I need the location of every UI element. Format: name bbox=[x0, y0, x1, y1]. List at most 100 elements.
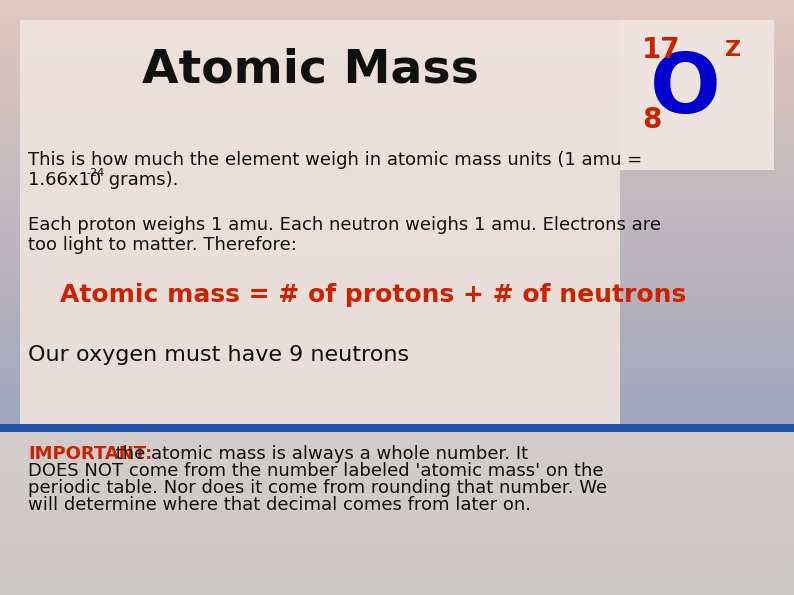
Bar bbox=[0, 178, 794, 187]
Bar bbox=[0, 380, 794, 388]
Bar bbox=[0, 521, 794, 529]
Bar bbox=[0, 67, 794, 76]
Bar bbox=[0, 357, 794, 365]
FancyBboxPatch shape bbox=[20, 20, 620, 425]
Bar bbox=[0, 0, 794, 8]
Bar bbox=[0, 164, 794, 172]
Bar bbox=[0, 60, 794, 68]
Bar bbox=[0, 409, 794, 418]
Bar bbox=[0, 453, 794, 462]
Bar bbox=[0, 149, 794, 157]
Text: This is how much the element weigh in atomic mass units (1 amu =: This is how much the element weigh in at… bbox=[28, 151, 642, 169]
Bar bbox=[0, 305, 794, 314]
Bar bbox=[0, 342, 794, 350]
Bar bbox=[0, 290, 794, 299]
Bar bbox=[0, 550, 794, 559]
Bar bbox=[0, 402, 794, 410]
Bar bbox=[0, 372, 794, 380]
Bar bbox=[0, 30, 794, 38]
Bar bbox=[0, 312, 794, 321]
Text: too light to matter. Therefore:: too light to matter. Therefore: bbox=[28, 236, 297, 254]
Text: 8: 8 bbox=[642, 106, 661, 134]
Bar bbox=[0, 431, 794, 440]
Bar bbox=[0, 416, 794, 425]
Text: Z: Z bbox=[725, 40, 741, 60]
Bar bbox=[0, 52, 794, 61]
Bar bbox=[0, 156, 794, 165]
Bar bbox=[0, 275, 794, 284]
Bar bbox=[0, 193, 794, 202]
Bar bbox=[0, 238, 794, 246]
Bar bbox=[0, 461, 794, 469]
Text: Our oxygen must have 9 neutrons: Our oxygen must have 9 neutrons bbox=[28, 345, 409, 365]
Bar bbox=[0, 141, 794, 150]
Text: Each proton weighs 1 amu. Each neutron weighs 1 amu. Electrons are: Each proton weighs 1 amu. Each neutron w… bbox=[28, 216, 661, 234]
Text: -24: -24 bbox=[86, 168, 104, 178]
Text: O: O bbox=[649, 49, 720, 130]
Bar bbox=[0, 565, 794, 574]
Bar bbox=[0, 476, 794, 484]
Bar bbox=[0, 134, 794, 142]
Text: Atomic mass = # of protons + # of neutrons: Atomic mass = # of protons + # of neutro… bbox=[60, 283, 686, 307]
Bar bbox=[0, 37, 794, 46]
Bar bbox=[0, 588, 794, 595]
Bar bbox=[0, 327, 794, 336]
Text: IMPORTANT:: IMPORTANT: bbox=[28, 445, 152, 463]
Text: 1.66x10: 1.66x10 bbox=[28, 171, 101, 189]
Bar bbox=[0, 469, 794, 477]
Bar bbox=[0, 171, 794, 180]
Bar bbox=[0, 96, 794, 105]
Bar bbox=[0, 491, 794, 499]
Bar bbox=[0, 89, 794, 98]
Bar bbox=[0, 394, 794, 403]
Bar bbox=[0, 446, 794, 455]
Bar bbox=[0, 499, 794, 507]
Bar bbox=[0, 536, 794, 544]
Bar bbox=[0, 283, 794, 291]
FancyBboxPatch shape bbox=[0, 430, 794, 595]
Bar bbox=[0, 201, 794, 209]
Text: periodic table. Nor does it come from rounding that number. We: periodic table. Nor does it come from ro… bbox=[28, 479, 607, 497]
Bar bbox=[0, 334, 794, 343]
Text: grams).: grams). bbox=[103, 171, 179, 189]
FancyBboxPatch shape bbox=[620, 20, 774, 170]
Bar bbox=[0, 320, 794, 328]
Text: the atomic mass is always a whole number. It: the atomic mass is always a whole number… bbox=[110, 445, 528, 463]
Bar bbox=[0, 22, 794, 31]
Text: DOES NOT come from the number labeled 'atomic mass' on the: DOES NOT come from the number labeled 'a… bbox=[28, 462, 603, 480]
Bar bbox=[0, 298, 794, 306]
Bar bbox=[0, 112, 794, 120]
Bar bbox=[0, 580, 794, 588]
Text: Atomic Mass: Atomic Mass bbox=[141, 48, 479, 92]
Bar bbox=[0, 215, 794, 224]
Bar bbox=[0, 245, 794, 254]
Bar bbox=[0, 15, 794, 23]
Bar bbox=[0, 424, 794, 432]
Bar bbox=[0, 424, 794, 433]
Bar bbox=[0, 186, 794, 195]
Bar bbox=[0, 7, 794, 16]
Bar bbox=[0, 208, 794, 217]
Bar bbox=[0, 364, 794, 373]
Bar bbox=[0, 45, 794, 53]
Bar bbox=[0, 230, 794, 239]
Bar bbox=[0, 506, 794, 514]
Bar bbox=[0, 82, 794, 90]
Bar bbox=[0, 572, 794, 581]
Bar bbox=[0, 119, 794, 127]
Bar bbox=[0, 543, 794, 552]
Text: will determine where that decimal comes from later on.: will determine where that decimal comes … bbox=[28, 496, 531, 514]
Bar bbox=[0, 223, 794, 231]
Bar bbox=[0, 126, 794, 135]
Bar bbox=[0, 261, 794, 269]
Bar bbox=[0, 483, 794, 492]
Bar bbox=[0, 387, 794, 395]
Bar bbox=[0, 528, 794, 537]
Bar bbox=[0, 253, 794, 261]
Bar bbox=[0, 513, 794, 522]
Bar bbox=[0, 439, 794, 447]
Bar bbox=[0, 349, 794, 358]
Bar bbox=[0, 74, 794, 83]
Bar bbox=[0, 104, 794, 112]
Bar bbox=[0, 268, 794, 276]
